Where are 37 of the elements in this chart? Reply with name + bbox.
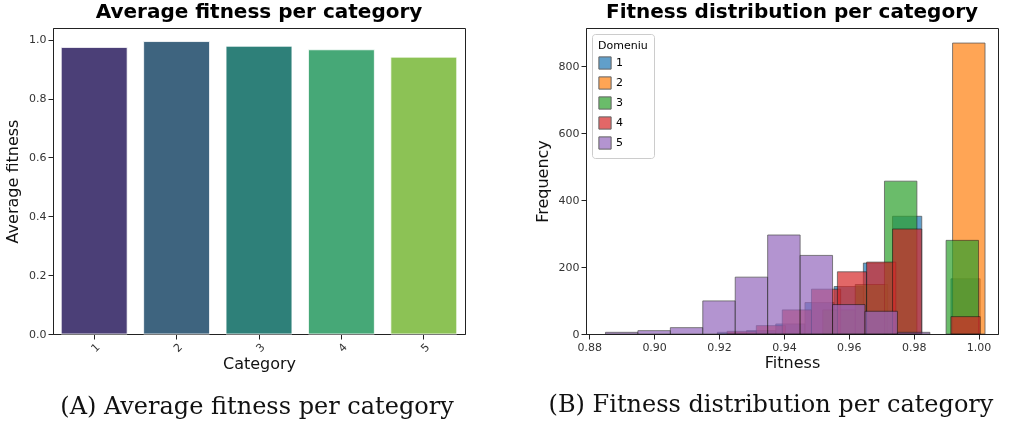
chart-title: Average fitness per category [95, 0, 423, 23]
x-tick-label: 0.92 [707, 340, 732, 354]
legend-label: 2 [616, 76, 623, 89]
x-tick-label: 4 [335, 340, 350, 355]
y-axis-title: Frequency [532, 140, 552, 223]
x-tick-label: 0.98 [901, 340, 927, 354]
legend-label: 1 [616, 56, 623, 69]
y-tick-label: 1.0 [29, 33, 47, 47]
legend-title: Domeniu [598, 39, 648, 52]
x-axis-title: Category [222, 354, 297, 374]
y-tick-label: 200 [558, 260, 580, 274]
x-tick-label: 3 [253, 340, 268, 355]
chart-title: Fitness distribution per category [605, 0, 979, 23]
x-tick-label: 1 [88, 340, 103, 355]
text: (A) Average fitness per category [59, 392, 455, 420]
y-tick-label: 0.4 [29, 209, 47, 223]
x-tick-label: 0.94 [772, 340, 797, 354]
y-axis-title: Average fitness [3, 119, 23, 244]
y-tick-label: 0.8 [29, 92, 47, 106]
x-axis-title: Fitness [764, 352, 821, 372]
y-tick-label: 0 [572, 327, 580, 341]
x-tick-label: 0.88 [577, 340, 602, 354]
legend-label: 3 [616, 96, 623, 109]
x-tick-label: 5 [418, 340, 433, 355]
legend-label: 5 [616, 136, 623, 149]
y-tick-label: 0.6 [29, 150, 47, 164]
x-tick-label: 0.90 [642, 340, 667, 354]
y-tick-label: 600 [558, 126, 580, 140]
y-tick-label: 0.0 [29, 327, 47, 341]
y-tick-label: 800 [558, 59, 580, 73]
y-tick-label: 400 [558, 193, 580, 207]
x-tick-label: 0.96 [837, 340, 862, 354]
x-tick-label: 1.00 [966, 340, 992, 354]
x-tick-label: 2 [170, 340, 186, 355]
y-tick-label: 0.2 [29, 268, 47, 282]
text: (B) Fitness distribution per category [547, 390, 995, 418]
legend-label: 4 [616, 116, 623, 129]
